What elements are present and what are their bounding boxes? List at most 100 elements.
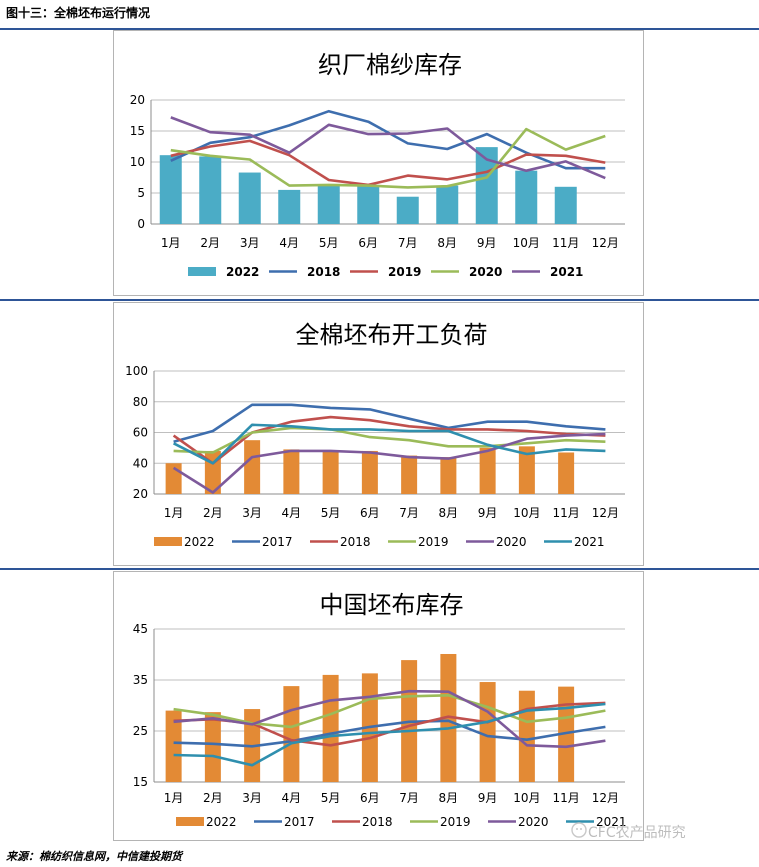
legend-label-2018: 2018 (340, 535, 371, 549)
chart-panel-greige-inventory: 中国坯布库存 15 25 35 45 1月 2月 3月 4月 5月 6月 7月 8月 9月 10月 11月 12… (113, 571, 644, 841)
bar-2022-10 (515, 170, 538, 224)
bar-2022-8 (440, 457, 457, 494)
bar-2022-2 (204, 712, 221, 782)
legend-label-2020: 2020 (469, 265, 502, 279)
x-tick-label: 5月 (321, 506, 341, 520)
legend-label-2018: 2018 (362, 815, 393, 829)
divider-rule-2 (0, 568, 759, 570)
bar-2022-3 (244, 440, 261, 494)
bar-2022-5 (322, 674, 339, 782)
top-rule (0, 28, 759, 30)
series-line-2020 (172, 432, 606, 494)
x-tick-label: 9月 (478, 791, 498, 805)
x-tick-label: 12月 (592, 791, 619, 805)
bar-2022-4 (283, 686, 300, 782)
bar-2022-11 (558, 452, 575, 494)
series-line-2017 (173, 719, 606, 748)
bar-2022-1 (165, 710, 182, 782)
x-tick-label: 6月 (360, 791, 380, 805)
legend-label-2022: 2022 (206, 815, 237, 829)
x-tick-label: 11月 (552, 791, 579, 805)
x-tick-label: 8月 (437, 236, 457, 250)
bar-2022-9 (479, 682, 496, 782)
chart-panel-operating-rate: 全棉坯布开工负荷 20 40 60 80 100 1月 2月 3月 4月 5月 6月 7月 8月 9月 10月… (113, 302, 644, 566)
y-tick-label: 35 (133, 673, 148, 687)
x-tick-label: 3月 (242, 506, 262, 520)
x-tick-label: 2月 (200, 236, 220, 250)
series-line-2020 (173, 689, 606, 749)
series-line-2019 (173, 426, 606, 454)
x-tick-label: 5月 (321, 791, 341, 805)
chart-yarn-inventory: 织厂棉纱库存 0 5 10 15 20 1月 2月 3月 4月 5月 6月 7月 8月 9月 10月 11月 12… (130, 51, 625, 279)
y-tick-label: 15 (133, 775, 148, 789)
y-tick-label: 5 (137, 186, 145, 200)
legend-label-2019: 2019 (440, 815, 471, 829)
legend-label-2021: 2021 (596, 815, 627, 829)
y-tick-label: 100 (125, 364, 148, 378)
x-tick-label: 2月 (203, 791, 223, 805)
legend-swatch-2022 (176, 817, 204, 826)
bar-2022-5 (317, 184, 340, 224)
bar-2022-4 (278, 189, 301, 224)
bar-2022-11 (558, 686, 575, 782)
x-tick-label: 9月 (477, 236, 497, 250)
chart-title: 织厂棉纱库存 (318, 51, 462, 79)
x-tick-label: 10月 (513, 791, 540, 805)
series-line-2017 (173, 403, 606, 443)
bar-2022-4 (283, 449, 300, 494)
x-tick-label: 9月 (478, 506, 498, 520)
wechat-icon (571, 822, 587, 838)
bar-2022-10 (518, 446, 535, 494)
x-tick-label: 7月 (398, 236, 418, 250)
bar-2022-2 (199, 156, 222, 224)
bar-2022-3 (238, 172, 261, 224)
x-tick-label: 4月 (279, 236, 299, 250)
x-tick-label: 4月 (282, 791, 302, 805)
legend-label-2022: 2022 (184, 535, 215, 549)
bar-2022-11 (554, 186, 577, 224)
legend-label-2020: 2020 (518, 815, 549, 829)
divider-rule-1 (0, 299, 759, 301)
y-tick-label: 25 (133, 724, 148, 738)
series-line-2019 (173, 694, 606, 729)
bar-2022-10 (518, 690, 535, 782)
watermark: CFC农产品研究 (588, 825, 686, 841)
bar-2022-7 (396, 196, 419, 224)
legend-label-2019: 2019 (418, 535, 449, 549)
x-tick-label: 12月 (592, 236, 619, 250)
x-tick-label: 3月 (240, 236, 260, 250)
bar-2022-8 (436, 185, 459, 224)
source-note: 来源：棉纺织信息网，中信建投期货 (6, 850, 182, 863)
y-tick-label: 20 (133, 487, 148, 501)
x-tick-label: 6月 (358, 236, 378, 250)
x-tick-label: 3月 (242, 791, 262, 805)
y-tick-label: 20 (130, 93, 145, 107)
bar-2022-9 (479, 447, 496, 494)
x-tick-label: 7月 (399, 791, 419, 805)
y-tick-label: 10 (130, 155, 145, 169)
x-tick-label: 11月 (552, 236, 579, 250)
legend-label-2017: 2017 (262, 535, 293, 549)
legend-swatch-2022 (154, 537, 182, 546)
figure-title: 图十三：全棉坯布运行情况 (6, 6, 151, 20)
series-line-2021 (170, 116, 606, 180)
x-tick-label: 10月 (513, 236, 540, 250)
legend-label-2020: 2020 (496, 535, 527, 549)
bar-2022-6 (357, 184, 380, 224)
x-tick-label: 11月 (552, 506, 579, 520)
chart-panel-yarn-inventory: 织厂棉纱库存 0 5 10 15 20 1月 2月 3月 4月 5月 6月 7月 8月 9月 10月 11月 12… (113, 30, 644, 296)
bar-2022-5 (322, 450, 339, 494)
legend-swatch-2022 (188, 267, 216, 276)
chart-operating-rate: 全棉坯布开工负荷 20 40 60 80 100 1月 2月 3月 4月 5月 6月 7月 8月 9月 10月… (125, 321, 625, 549)
chart-greige-inventory: 中国坯布库存 15 25 35 45 1月 2月 3月 4月 5月 6月 7月 8月 9月 10月 11月 12… (133, 591, 627, 829)
x-tick-label: 7月 (399, 506, 419, 520)
y-tick-label: 80 (133, 395, 148, 409)
bar-2022-6 (361, 450, 378, 494)
x-tick-label: 2月 (203, 506, 223, 520)
legend-label-2022: 2022 (226, 265, 259, 279)
y-tick-label: 40 (133, 456, 148, 470)
x-tick-label: 1月 (164, 506, 184, 520)
chart-title: 中国坯布库存 (320, 591, 464, 619)
legend-label-2021: 2021 (550, 265, 583, 279)
series-line-2020 (170, 127, 606, 189)
